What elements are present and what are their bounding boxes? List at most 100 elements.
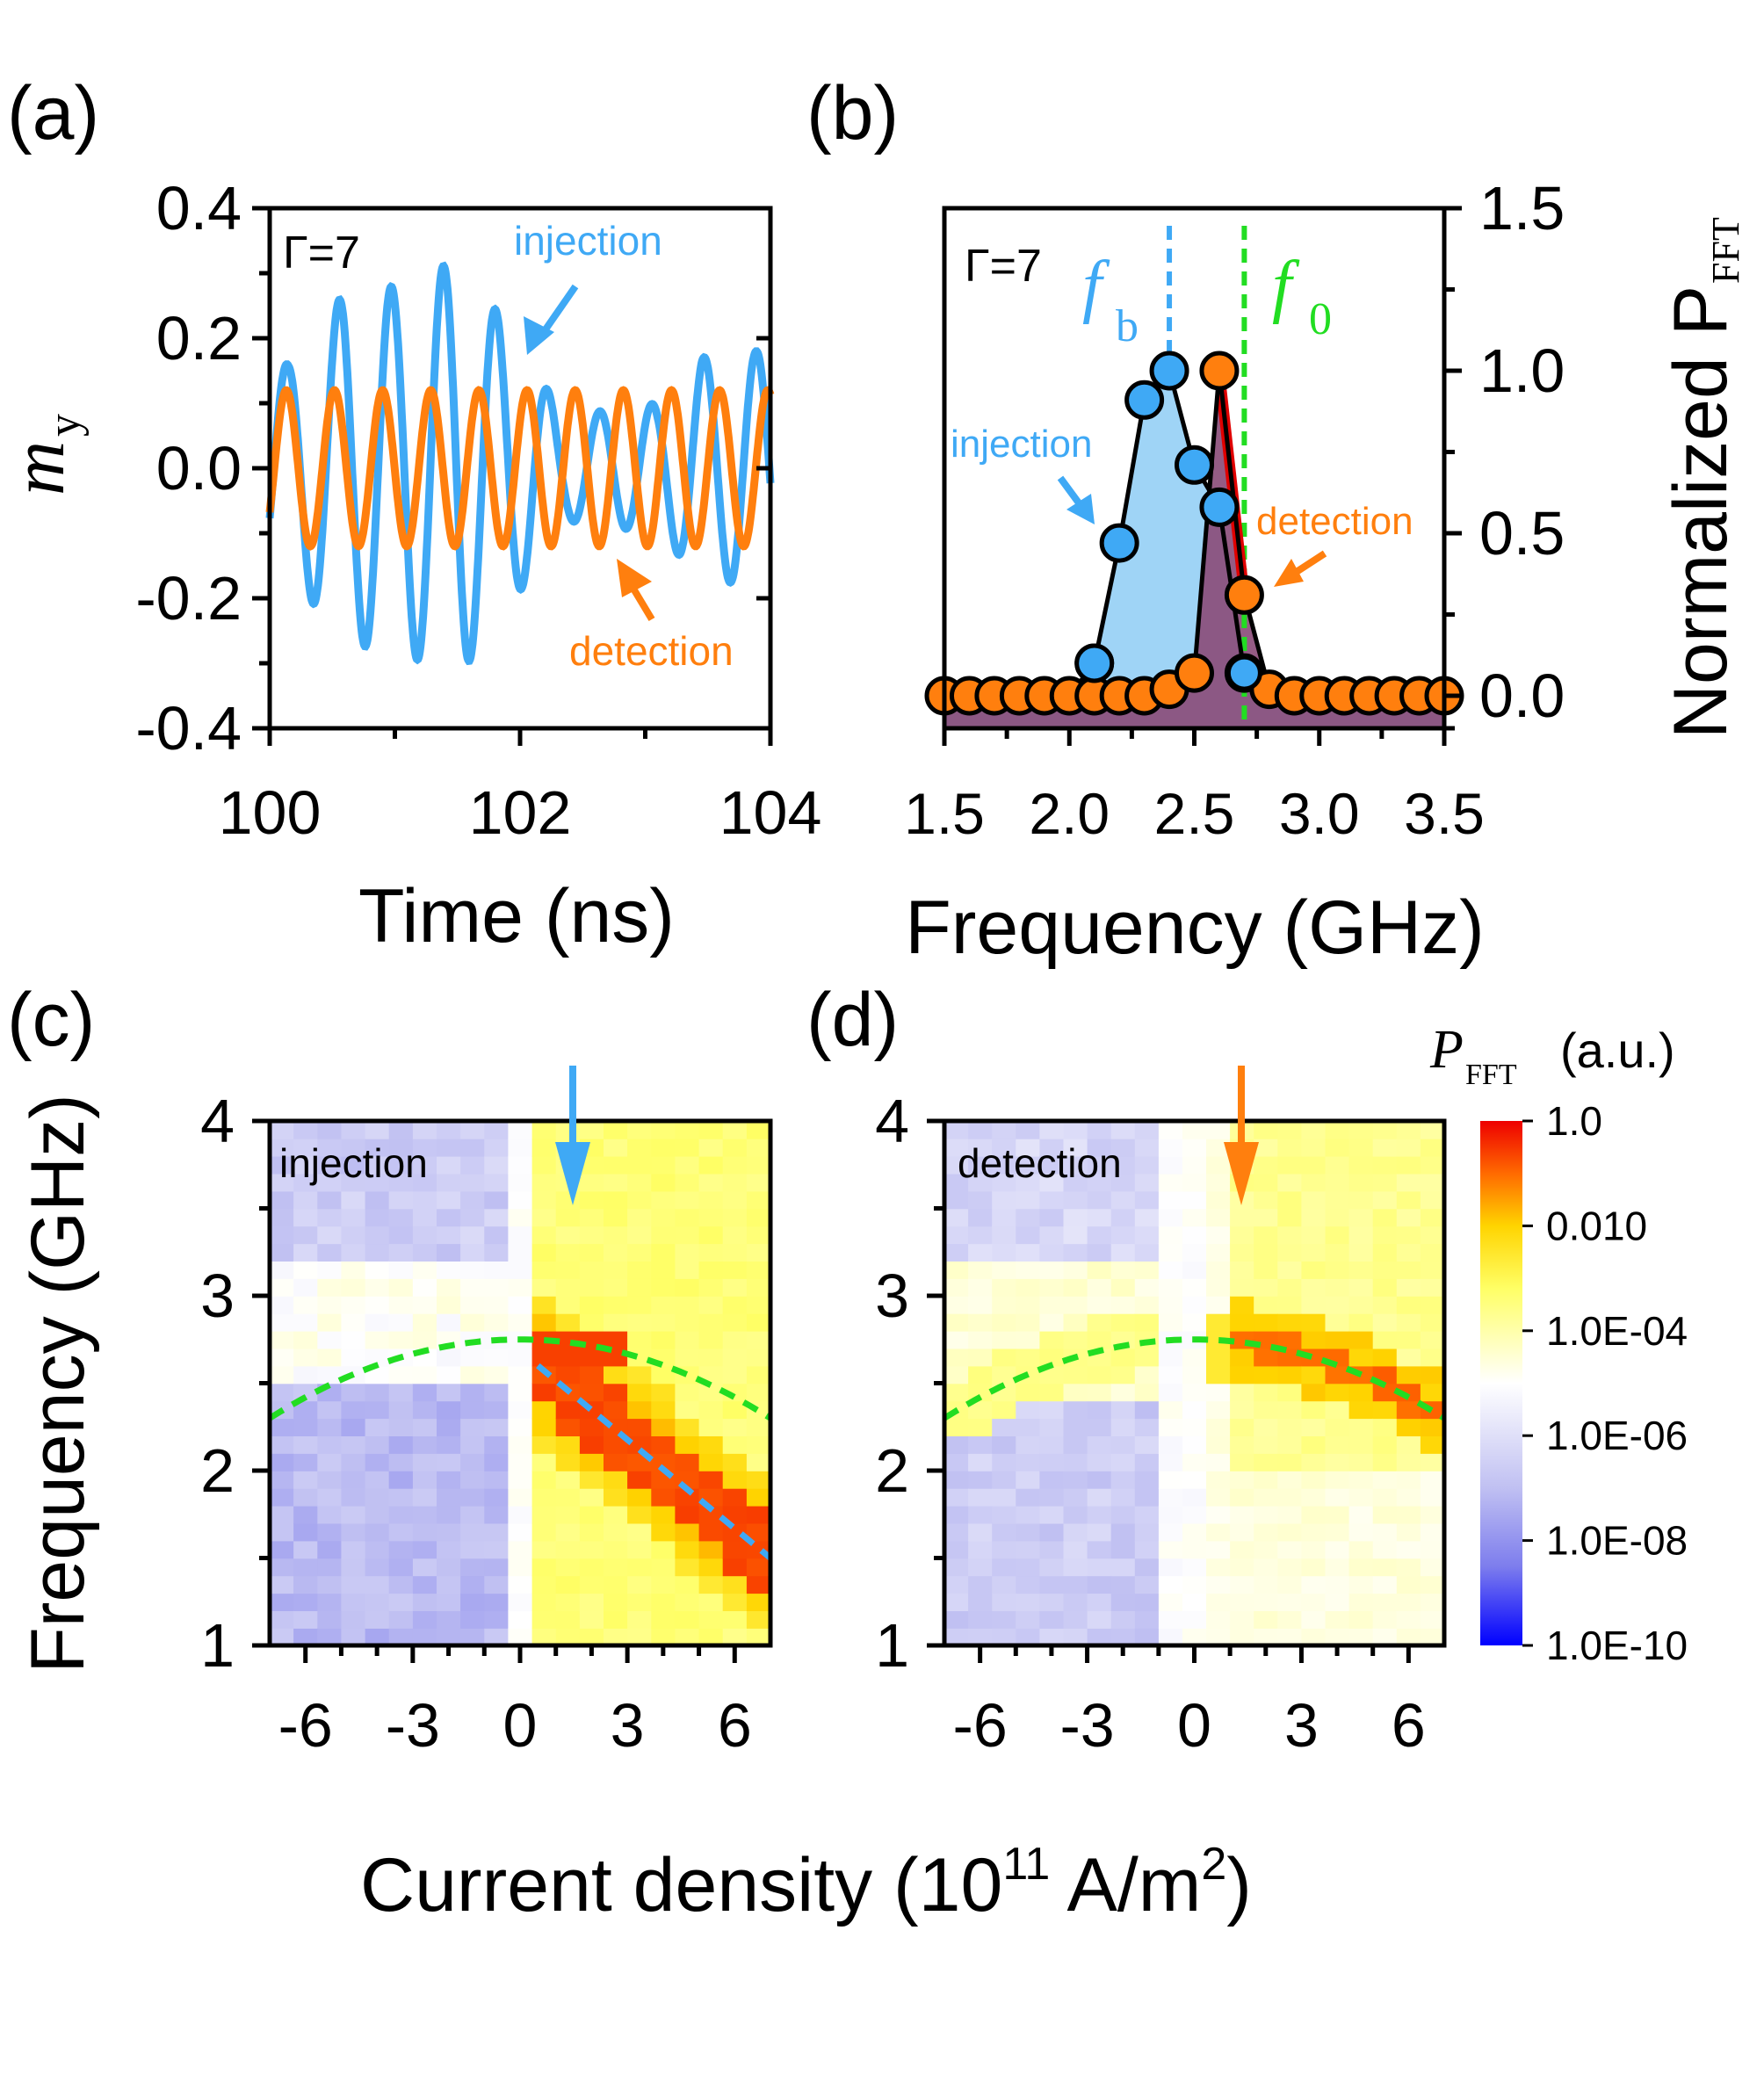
heatmap-cell bbox=[270, 1365, 294, 1385]
heatmap-cell bbox=[1230, 1243, 1254, 1262]
heatmap-cell bbox=[627, 1593, 652, 1611]
heatmap-cell bbox=[1230, 1383, 1254, 1402]
heatmap-cell bbox=[1087, 1453, 1112, 1471]
heatmap-cell bbox=[651, 1558, 676, 1577]
heatmap-cell bbox=[675, 1435, 700, 1454]
panel-label-a: (a) bbox=[7, 71, 99, 155]
heatmap-cell bbox=[944, 1365, 969, 1385]
heatmap-cell bbox=[1301, 1610, 1327, 1629]
heatmap-cell bbox=[722, 1540, 748, 1559]
heatmap-cell bbox=[1039, 1278, 1065, 1297]
heatmap-cell bbox=[627, 1330, 652, 1349]
heatmap-cell bbox=[270, 1173, 294, 1192]
colorbar-title-unit: (a.u.) bbox=[1560, 1023, 1675, 1078]
heatmap-cell bbox=[1420, 1435, 1445, 1454]
heatmap-cell bbox=[1158, 1453, 1183, 1471]
heatmap-cell bbox=[1016, 1628, 1041, 1646]
heatmap-cell bbox=[675, 1261, 700, 1279]
heatmap-cell bbox=[1182, 1540, 1207, 1559]
heatmap-cell bbox=[1182, 1593, 1207, 1611]
heatmap-cell bbox=[944, 1138, 969, 1157]
heatmap-cell bbox=[1087, 1225, 1112, 1245]
heatmap-cell bbox=[531, 1312, 557, 1332]
heatmap-cell bbox=[1372, 1575, 1398, 1594]
heatmap-cell bbox=[365, 1540, 390, 1559]
heatmap-cell bbox=[604, 1173, 628, 1192]
heatmap-cell bbox=[1039, 1173, 1065, 1192]
heatmap-cell bbox=[1348, 1190, 1374, 1210]
heatmap-cell bbox=[365, 1418, 390, 1436]
heatmap-ytick-label: 4 bbox=[200, 1087, 235, 1155]
heatmap-cell bbox=[1348, 1558, 1374, 1577]
heatmap-cell bbox=[341, 1278, 366, 1297]
heatmap-cell bbox=[651, 1261, 676, 1279]
heatmap-cell bbox=[317, 1505, 343, 1524]
heatmap-cell bbox=[1230, 1208, 1254, 1227]
heatmap-cell bbox=[698, 1348, 724, 1367]
panel-d-heatmap-cells bbox=[944, 1121, 1445, 1646]
heatmap-cell bbox=[1254, 1261, 1279, 1279]
heatmap-cell bbox=[1230, 1278, 1254, 1297]
heatmap-cell bbox=[746, 1610, 771, 1629]
heatmap-cell bbox=[1420, 1121, 1445, 1139]
injection-point bbox=[1175, 445, 1214, 485]
heatmap-cell bbox=[341, 1138, 366, 1157]
heatmap-cell bbox=[1420, 1471, 1445, 1489]
heatmap-cell bbox=[944, 1155, 969, 1175]
heatmap-xtick-label: 0 bbox=[503, 1691, 538, 1760]
heatmap-cell bbox=[484, 1400, 510, 1420]
heatmap-cell bbox=[1277, 1312, 1303, 1332]
heatmap-cell bbox=[1420, 1330, 1445, 1349]
heatmap-cell bbox=[1254, 1593, 1279, 1611]
heatmap-cell bbox=[1325, 1540, 1350, 1559]
heatmap-cell bbox=[746, 1471, 771, 1489]
heatmap-cell bbox=[555, 1296, 581, 1314]
heatmap-cell bbox=[1230, 1400, 1254, 1420]
heatmap-cell bbox=[412, 1558, 437, 1577]
heatmap-cell bbox=[1230, 1628, 1254, 1646]
heatmap-cell bbox=[1254, 1522, 1279, 1542]
heatmap-cell bbox=[555, 1418, 581, 1436]
heatmap-cell bbox=[1301, 1121, 1327, 1139]
heatmap-cell bbox=[1277, 1505, 1303, 1524]
heatmap-xtick-label: -6 bbox=[278, 1691, 333, 1760]
heatmap-cell bbox=[1348, 1610, 1374, 1629]
heatmap-cell bbox=[317, 1208, 343, 1227]
heatmap-cell bbox=[412, 1208, 437, 1227]
heatmap-cell bbox=[944, 1471, 969, 1489]
heatmap-cell bbox=[579, 1261, 604, 1279]
heatmap-cell bbox=[1182, 1610, 1207, 1629]
heatmap-cell bbox=[1420, 1225, 1445, 1245]
heatmap-cell bbox=[698, 1628, 724, 1646]
heatmap-cell bbox=[1230, 1575, 1254, 1594]
heatmap-cell bbox=[746, 1435, 771, 1454]
heatmap-cell bbox=[1016, 1312, 1041, 1332]
heatmap-cell bbox=[508, 1261, 533, 1279]
heatmap-cell bbox=[1372, 1296, 1398, 1314]
heatmap-cell bbox=[388, 1487, 414, 1507]
heatmap-cell bbox=[992, 1155, 1017, 1175]
heatmap-cell bbox=[1372, 1471, 1398, 1489]
panel-b-xtick-label: 3.0 bbox=[1279, 781, 1360, 846]
heatmap-cell bbox=[1301, 1173, 1327, 1192]
heatmap-cell bbox=[555, 1243, 581, 1262]
heatmap-cell bbox=[675, 1121, 700, 1139]
heatmap-cell bbox=[1230, 1312, 1254, 1332]
heatmap-cell bbox=[365, 1383, 390, 1402]
colorbar-tick-label: 1.0 bbox=[1546, 1098, 1602, 1144]
heatmap-cell bbox=[1110, 1575, 1136, 1594]
heatmap-cell bbox=[1182, 1435, 1207, 1454]
heatmap-cell bbox=[1016, 1330, 1041, 1349]
heatmap-cell bbox=[604, 1261, 628, 1279]
heatmap-xtick-label: -6 bbox=[953, 1691, 1008, 1760]
heatmap-cell bbox=[579, 1365, 604, 1385]
heatmap-cell bbox=[1158, 1558, 1183, 1577]
heatmap-cell bbox=[460, 1365, 485, 1385]
panel-a-xlabel: Time (ns) bbox=[358, 874, 675, 958]
heatmap-cell bbox=[270, 1558, 294, 1577]
heatmap-cell bbox=[1110, 1190, 1136, 1210]
heatmap-cell bbox=[365, 1330, 390, 1349]
heatmap-cell bbox=[484, 1155, 510, 1175]
heatmap-cell bbox=[555, 1471, 581, 1489]
heatmap-cell bbox=[460, 1296, 485, 1314]
